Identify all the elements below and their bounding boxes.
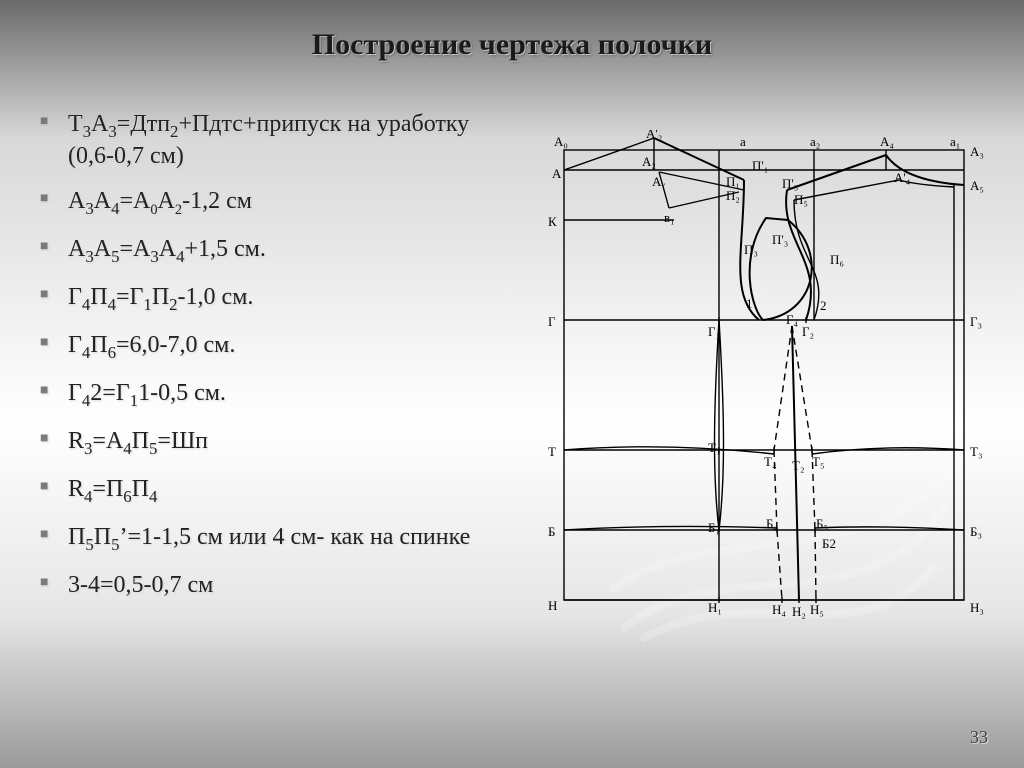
- svg-text:А₄: А₄: [880, 134, 894, 149]
- slide: Построение чертежа полочки Т3А3=Дтп2+Пдт…: [0, 0, 1024, 768]
- svg-text:Б₃: Б₃: [970, 524, 982, 539]
- svg-text:а₂: а₂: [810, 134, 820, 149]
- formula-item: А3А4=А0А2-1,2 см: [40, 187, 520, 219]
- svg-text:Т₁: Т₁: [708, 440, 720, 455]
- svg-text:Н₄: Н₄: [772, 602, 786, 617]
- svg-text:П₃: П₃: [744, 242, 758, 257]
- svg-text:Б₅: Б₅: [816, 516, 828, 531]
- svg-text:П₆: П₆: [830, 252, 844, 267]
- svg-text:Г: Г: [548, 314, 556, 329]
- formula-item: R3=А4П5=Шп: [40, 427, 520, 459]
- svg-text:П₅: П₅: [794, 192, 808, 207]
- svg-text:Б₄: Б₄: [766, 516, 778, 531]
- formula-item: Г4П6=6,0-7,0 см.: [40, 331, 520, 363]
- formula-item: 3-4=0,5-0,7 см: [40, 571, 520, 600]
- svg-text:Н₃: Н₃: [970, 600, 984, 615]
- slide-title: Построение чертежа полочки: [0, 28, 1024, 62]
- svg-text:а: а: [740, 134, 746, 149]
- pattern-diagram: А₀ А А'₂ А₂ Аᵥ а П'₁ П₁П₂ в₁ К П'₃ П₃ П'₅П₅ П₆ а₂ А₄ А'₄…: [534, 130, 994, 630]
- svg-text:А'₂: А'₂: [646, 130, 662, 141]
- page-number: 33: [970, 727, 988, 748]
- svg-text:Н: Н: [548, 598, 557, 613]
- svg-text:а₁: а₁: [950, 134, 960, 149]
- svg-text:П₁: П₁: [726, 174, 740, 189]
- svg-text:Г₄: Г₄: [786, 312, 799, 327]
- svg-text:в₁: в₁: [664, 210, 675, 225]
- svg-text:Т₄: Т₄: [764, 454, 777, 469]
- svg-text:А'₄: А'₄: [894, 170, 911, 185]
- svg-text:Т₃: Т₃: [970, 444, 982, 459]
- svg-text:П₂: П₂: [726, 188, 740, 203]
- formula-item: П5П5’=1-1,5 см или 4 см- как на спинке: [40, 523, 520, 555]
- svg-text:Н₅: Н₅: [810, 602, 824, 617]
- svg-text:Б: Б: [548, 524, 555, 539]
- svg-text:Б2: Б2: [822, 536, 836, 551]
- svg-text:Г₂: Г₂: [802, 324, 814, 339]
- svg-text:Г₁: Г₁: [708, 324, 720, 339]
- formula-item: Г42=Г11-0,5 см.: [40, 379, 520, 411]
- svg-text:А₀: А₀: [554, 134, 568, 149]
- svg-text:1: 1: [746, 296, 753, 311]
- svg-text:А₅: А₅: [970, 178, 984, 193]
- svg-text:Т₅: Т₅: [812, 454, 824, 469]
- formula-item: R4=П6П4: [40, 475, 520, 507]
- svg-text:Н₁: Н₁: [708, 600, 722, 615]
- formula-item: А3А5=А3А4+1,5 см.: [40, 235, 520, 267]
- formula-list: Т3А3=Дтп2+Пдтс+припуск на уработку (0,6-…: [40, 110, 520, 615]
- svg-text:П'₅: П'₅: [782, 176, 798, 191]
- svg-text:А: А: [552, 166, 562, 181]
- svg-text:Т: Т: [548, 444, 556, 459]
- svg-text:Б₁: Б₁: [708, 520, 720, 535]
- svg-text:П'₁: П'₁: [752, 158, 768, 173]
- svg-text:А₃: А₃: [970, 144, 984, 159]
- svg-text:Г₃: Г₃: [970, 314, 982, 329]
- svg-text:Т₂: Т₂: [792, 458, 804, 473]
- svg-text:К: К: [548, 214, 557, 229]
- formula-item: Г4П4=Г1П2-1,0 см.: [40, 283, 520, 315]
- svg-text:Н₂: Н₂: [792, 604, 806, 619]
- svg-text:П'₃: П'₃: [772, 232, 788, 247]
- svg-text:Аᵥ: Аᵥ: [652, 174, 665, 189]
- svg-text:2: 2: [820, 298, 827, 313]
- svg-text:А₂: А₂: [642, 154, 656, 169]
- formula-item: Т3А3=Дтп2+Пдтс+припуск на уработку (0,6-…: [40, 110, 520, 171]
